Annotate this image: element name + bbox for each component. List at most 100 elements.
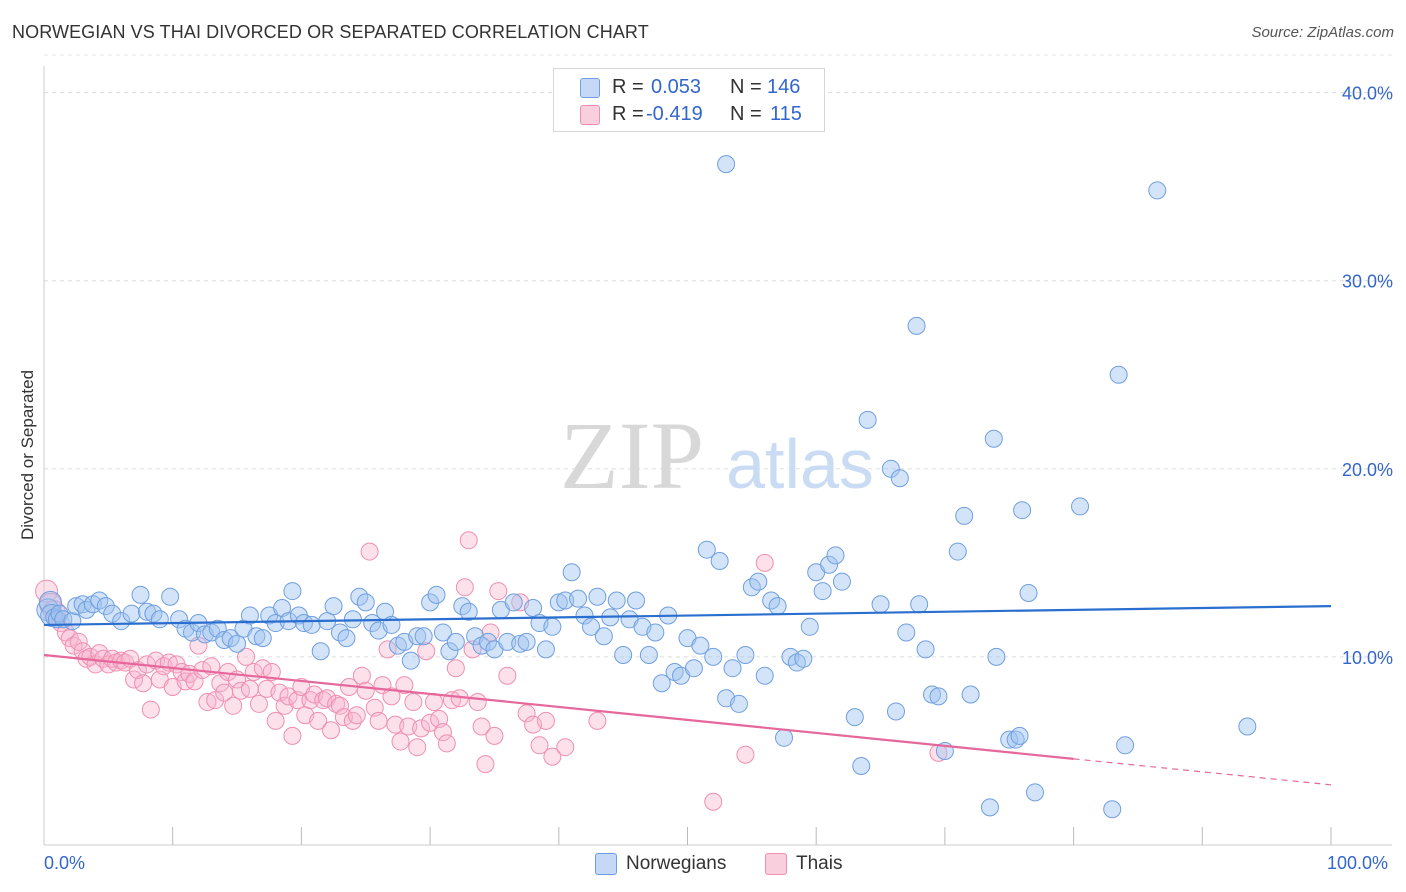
norwegian-point (691, 636, 710, 655)
norwegian-point (1103, 800, 1122, 819)
norwegian-point (581, 617, 600, 636)
norwegian-point (543, 617, 562, 636)
legend-label-thais: Thais (796, 853, 843, 874)
legend-r-value: 0.053 (651, 76, 702, 98)
thai-point (249, 694, 268, 713)
watermark-zip: ZIP (560, 402, 704, 509)
norwegian-point (504, 593, 523, 612)
norwegian-point (401, 651, 420, 670)
watermark-atlas: atlas (726, 425, 874, 503)
norwegian-point (103, 604, 122, 623)
thai-point (360, 542, 379, 561)
y-tick-label: 30.0% (1342, 272, 1393, 292)
norwegian-point (886, 702, 905, 721)
norwegian-point (1013, 501, 1032, 520)
norwegian-point (356, 593, 375, 612)
thai-point (424, 693, 443, 712)
norwegian-point (562, 563, 581, 582)
thai-point (433, 723, 452, 742)
thai-point (485, 726, 504, 745)
norwegian-point (273, 599, 292, 617)
norwegian-point (704, 647, 723, 666)
thai-point (437, 734, 456, 753)
thai-point (356, 681, 375, 700)
norwegian-point (1238, 717, 1257, 736)
thai-point (517, 704, 536, 723)
thai-point (736, 745, 755, 764)
norwegian-point (646, 623, 665, 642)
stats-legend: R = 0.053 N = 146 R = -0.419 N = 115 (553, 68, 825, 132)
thai-point (382, 687, 401, 706)
norwegian-point (723, 659, 742, 678)
thai-point (412, 719, 431, 738)
norwegian-point (652, 674, 671, 693)
norwegian-point (749, 572, 768, 591)
norwegian-point (923, 685, 942, 704)
norwegians-trend-line (43, 605, 1332, 627)
norwegian-point (1109, 365, 1128, 384)
thai-point (476, 755, 495, 774)
norwegian-point (910, 595, 929, 614)
norwegian-point (575, 606, 594, 625)
norwegian-point (948, 542, 967, 561)
grid-lines (44, 54, 1392, 658)
norwegian-point (984, 429, 1003, 448)
thai-point (498, 666, 517, 685)
norwegian-point (337, 629, 356, 648)
thai-point (125, 670, 144, 689)
norwegian-point (736, 646, 755, 665)
thai-point (530, 736, 549, 755)
norwegian-point (511, 634, 530, 653)
norwegian-point (1148, 181, 1167, 200)
norwegian-point (294, 614, 313, 633)
norwegian-point (446, 632, 465, 651)
norwegian-point (961, 685, 980, 704)
norwegian-point (311, 642, 330, 661)
norwegian-point (324, 597, 343, 616)
norwegian-point (588, 587, 607, 606)
thai-point (189, 636, 208, 655)
thai-point (536, 711, 555, 730)
norwegian-point (363, 614, 382, 633)
thai-point (322, 721, 341, 740)
norwegian-point (433, 623, 452, 642)
legend-swatch-norwegians (580, 78, 600, 98)
norwegian-point (208, 619, 227, 638)
norwegian-point (890, 469, 909, 488)
norwegian-point (755, 666, 774, 685)
thai-point (266, 711, 285, 730)
norwegian-point (820, 555, 839, 574)
y-axis-label: Divorced or Separated (18, 369, 37, 541)
thai-point (404, 693, 423, 712)
norwegian-point (826, 546, 845, 565)
norwegian-point (240, 606, 259, 625)
legend-n-value: 115 (770, 103, 802, 125)
legend-row-thais: R = -0.419 N = 115 (554, 102, 824, 128)
thai-point (279, 687, 298, 706)
thai-point (463, 640, 482, 659)
thai-point (237, 647, 256, 666)
y-tick-labels: 10.0% 20.0% 30.0% 40.0% (1342, 84, 1393, 668)
thai-point (141, 700, 160, 719)
legend-swatch-thais (765, 853, 787, 875)
thai-point (704, 792, 723, 811)
legend-r-label: R = (612, 103, 644, 125)
norwegian-point (955, 506, 974, 525)
norwegian-point (729, 694, 748, 713)
thais-trend-extension (1073, 758, 1332, 786)
norwegian-point (479, 632, 498, 651)
norwegian-point (614, 646, 633, 665)
norwegian-point (96, 597, 115, 616)
norwegian-point (775, 728, 794, 747)
thai-point (417, 642, 436, 661)
thai-point (378, 640, 397, 659)
norwegian-point (421, 593, 440, 612)
norwegian-point (1025, 783, 1044, 802)
trend-lines (43, 605, 1332, 786)
norwegian-point (131, 585, 150, 604)
legend-label-norwegians: Norwegians (626, 853, 727, 874)
thai-point (472, 717, 491, 736)
norwegian-point (832, 572, 851, 591)
thai-point (134, 674, 153, 693)
thais-trend-line (43, 653, 1074, 760)
